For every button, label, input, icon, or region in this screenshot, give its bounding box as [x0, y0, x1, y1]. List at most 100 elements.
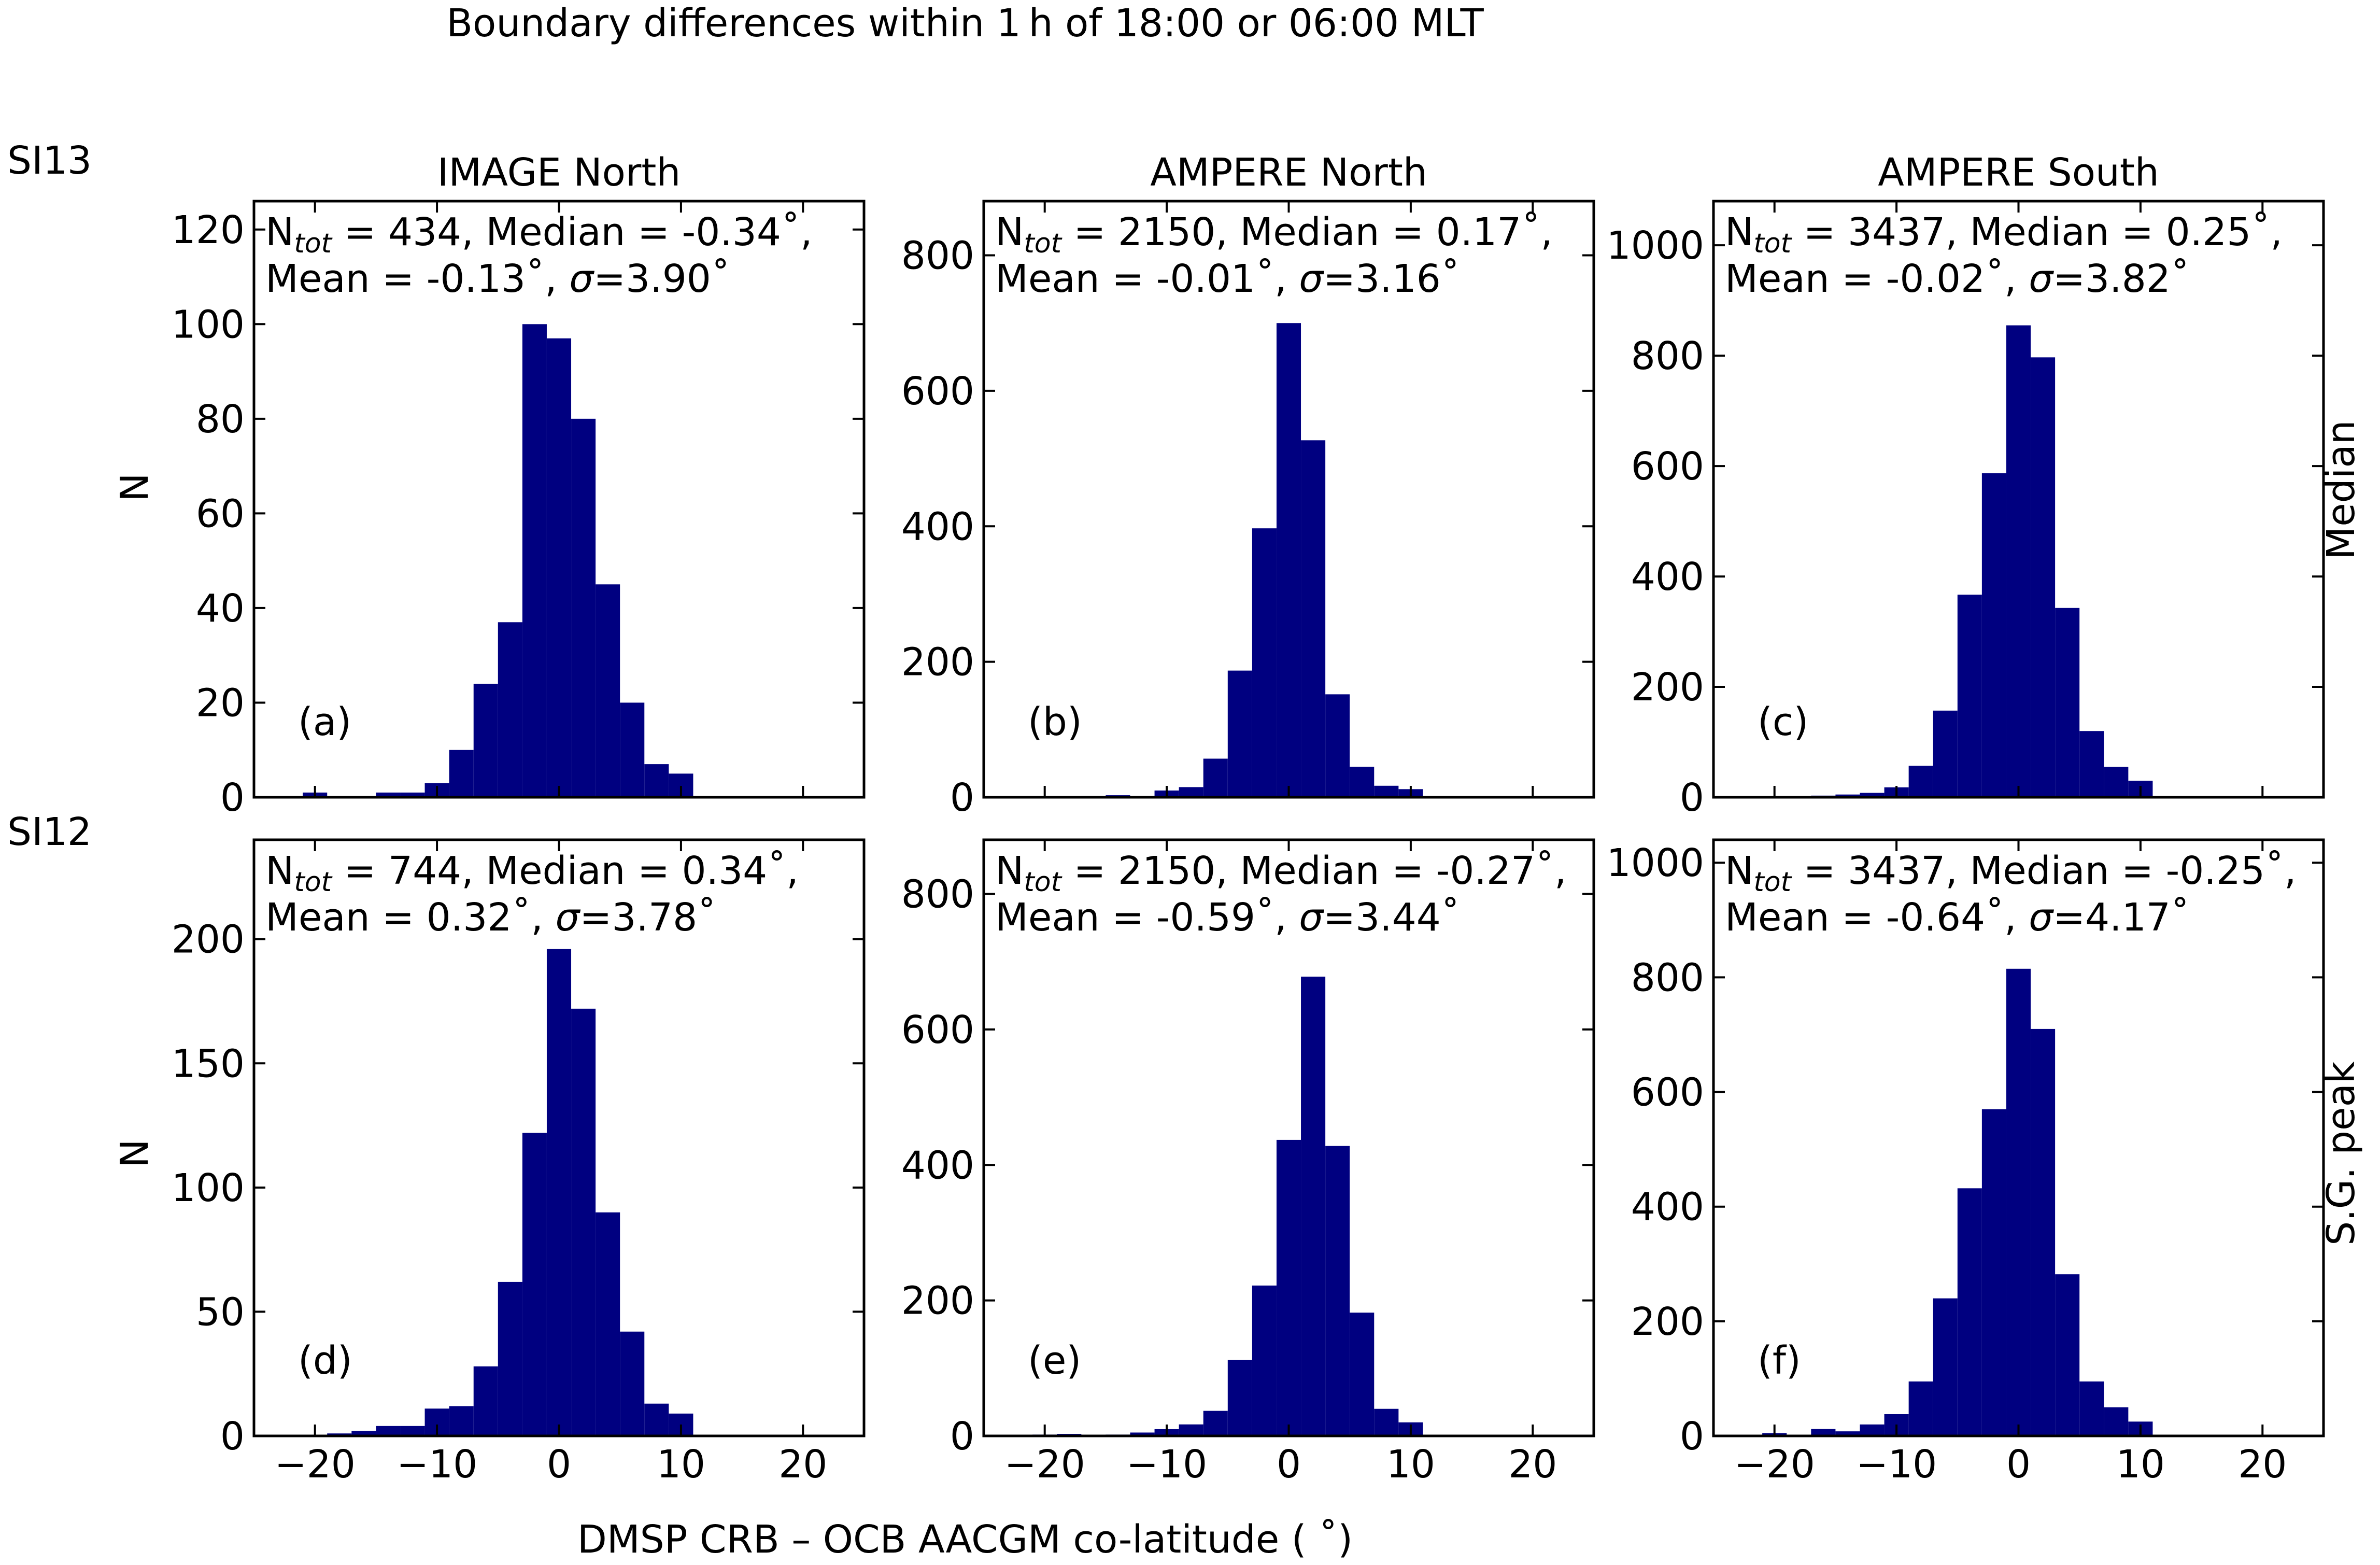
histogram-bar — [644, 1403, 669, 1436]
histogram-bar — [1350, 767, 1375, 797]
x-tick-label: 10 — [1386, 1442, 1435, 1487]
y-tick-label: 120 — [172, 208, 245, 252]
y-tick-label: 1000 — [1607, 841, 1704, 885]
stats-line-2: Mean = -0.02˚, σ=3.82˚ — [1725, 257, 2190, 301]
x-tick-label: −10 — [1126, 1442, 1207, 1487]
y-tick-label: 150 — [172, 1041, 245, 1086]
histogram-bar — [1957, 595, 1982, 797]
x-tick-label: 10 — [657, 1442, 705, 1487]
stats-line-2: Mean = -0.01˚, σ=3.16˚ — [995, 257, 1460, 301]
x-axis-label: DMSP CRB – OCB AACGM co-latitude ( ˚) — [577, 1517, 1353, 1562]
histogram-bar — [1325, 694, 1350, 797]
y-tick-label: 0 — [1680, 776, 1704, 820]
histogram-bar — [1276, 1139, 1301, 1436]
y-tick-label: 1000 — [1607, 223, 1704, 268]
y-tick-label: 400 — [901, 1143, 974, 1188]
histogram-bar — [473, 1366, 498, 1436]
histogram-bar — [1835, 794, 1860, 797]
y-tick-label: 800 — [901, 872, 974, 917]
histogram-bar — [1374, 785, 1399, 797]
histogram-bar — [2079, 731, 2104, 797]
x-tick-label: −10 — [1856, 1442, 1937, 1487]
histogram-bar — [1252, 528, 1277, 797]
histogram-bar — [620, 1331, 645, 1436]
y-tick-label: 0 — [950, 776, 974, 820]
histogram-bar — [1276, 323, 1301, 797]
stats-line-1: Ntot = 2150, Median = -0.27˚, — [995, 849, 1567, 898]
y-tick-label: 400 — [1631, 555, 1704, 599]
histogram-bar — [596, 1212, 620, 1436]
histogram-bar — [1325, 1146, 1350, 1436]
histogram-bar — [1860, 793, 1885, 797]
histogram-bar — [473, 683, 498, 797]
histogram-bar — [1203, 1411, 1228, 1436]
y-tick-label: 800 — [1631, 334, 1704, 378]
y-tick-label: 200 — [172, 918, 245, 962]
y-axis-label-top: N — [112, 473, 157, 501]
right-label-median: Median — [2319, 420, 2363, 559]
y-tick-label: 600 — [1631, 1070, 1704, 1115]
x-tick-label: −10 — [396, 1442, 477, 1487]
histogram-bar — [1203, 758, 1228, 797]
y-tick-label: 0 — [1680, 1414, 1704, 1459]
histogram-bar — [498, 1281, 522, 1436]
x-tick-label: 20 — [778, 1442, 827, 1487]
y-tick-label: 200 — [1631, 665, 1704, 710]
histogram-bar — [376, 1426, 401, 1436]
y-tick-label: 200 — [901, 1279, 974, 1323]
figure-title: Boundary differences within 1 h of 18:00… — [446, 1, 1484, 46]
y-tick-label: 100 — [172, 302, 245, 347]
x-tick-label: 0 — [1277, 1442, 1301, 1487]
right-label-sg-peak: S.G. peak — [2319, 1061, 2363, 1246]
column-title: IMAGE North — [437, 150, 681, 195]
y-tick-label: 600 — [1631, 444, 1704, 489]
stats-line-1: Ntot = 744, Median = 0.34˚, — [265, 849, 799, 898]
x-tick-label: 20 — [1508, 1442, 1557, 1487]
y-tick-label: 100 — [172, 1166, 245, 1210]
panel-letter: (c) — [1758, 700, 1808, 744]
x-tick-label: −20 — [1004, 1442, 1085, 1487]
y-tick-label: 600 — [901, 1008, 974, 1052]
histogram-bar — [1350, 1313, 1375, 1436]
histogram-bar — [400, 1426, 425, 1436]
y-tick-label: 80 — [196, 397, 245, 442]
histogram-bar — [351, 1431, 376, 1436]
histogram-bar — [1811, 1429, 1836, 1436]
histogram-bar — [1908, 766, 1933, 797]
stats-line-1: Ntot = 434, Median = -0.34˚, — [265, 210, 812, 259]
row-label-si12: SI12 — [7, 810, 92, 854]
histogram-bar — [376, 792, 401, 797]
histogram-bar — [2006, 325, 2031, 797]
histogram-bar — [2031, 1028, 2056, 1436]
x-tick-label: 0 — [2006, 1442, 2031, 1487]
y-tick-label: 60 — [196, 491, 245, 536]
y-tick-label: 600 — [901, 369, 974, 414]
stats-line-1: Ntot = 3437, Median = -0.25˚, — [1725, 849, 2297, 898]
histogram-bar — [1301, 440, 1326, 797]
stats-line-1: Ntot = 3437, Median = 0.25˚, — [1725, 210, 2283, 259]
histogram-bar — [2055, 608, 2080, 797]
y-axis-label-bottom: N — [112, 1139, 157, 1167]
histogram-bar — [2104, 767, 2129, 797]
histogram-bar — [400, 792, 425, 797]
stats-line-1: Ntot = 2150, Median = 0.17˚, — [995, 210, 1553, 259]
histogram-bar — [498, 622, 522, 797]
y-tick-label: 0 — [950, 1414, 974, 1459]
y-tick-label: 200 — [1631, 1300, 1704, 1344]
histogram-bar — [2079, 1381, 2104, 1436]
histogram-bar — [522, 324, 547, 797]
histogram-bar — [571, 1008, 596, 1436]
panel-letter: (a) — [298, 700, 351, 744]
histogram-bar — [546, 949, 572, 1436]
y-tick-label: 0 — [220, 1414, 245, 1459]
y-tick-label: 800 — [901, 234, 974, 278]
histogram-bar — [1301, 976, 1326, 1436]
x-tick-label: 0 — [547, 1442, 571, 1487]
histogram-bar — [1835, 1431, 1860, 1436]
histogram-bar — [1981, 473, 2006, 797]
stats-line-2: Mean = -0.64˚, σ=4.17˚ — [1725, 895, 2190, 940]
